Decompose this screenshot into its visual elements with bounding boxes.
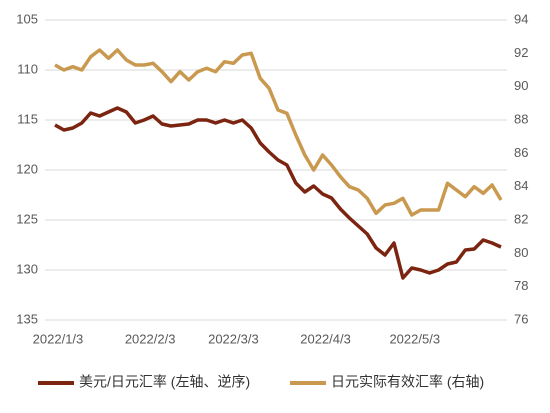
y2-tick-label: 80 [514,245,528,260]
x-tick-label: 2022/5/3 [389,331,440,346]
y-tick-label: 125 [16,211,38,226]
y2-tick-label: 94 [514,11,528,26]
x-tick-label: 2022/3/3 [208,331,259,346]
legend-label: 美元/日元汇率 (左轴、逆序) [79,374,250,390]
y-tick-label: 115 [17,111,38,126]
y-tick-label: 130 [16,261,38,276]
series-line [54,48,503,217]
y-tick-label: 120 [16,161,38,176]
y-tick-label: 105 [16,11,38,26]
series-line [54,106,502,280]
y2-tick-label: 76 [514,311,528,326]
y-tick-label: 110 [17,61,38,76]
y2-tick-label: 78 [514,278,528,293]
y2-tick-label: 84 [514,178,528,193]
x-tick-label: 2022/2/3 [125,331,176,346]
y2-tick-label: 86 [514,145,528,160]
legend-label: 日元实际有效汇率 (右轴) [331,374,484,390]
y-tick-label: 135 [16,311,38,326]
y2-tick-label: 82 [514,211,528,226]
x-tick-label: 2022/1/3 [33,331,84,346]
y2-tick-label: 88 [514,111,528,126]
x-tick-label: 2022/4/3 [300,331,351,346]
y2-tick-label: 90 [514,78,528,93]
y2-tick-label: 92 [514,45,528,60]
